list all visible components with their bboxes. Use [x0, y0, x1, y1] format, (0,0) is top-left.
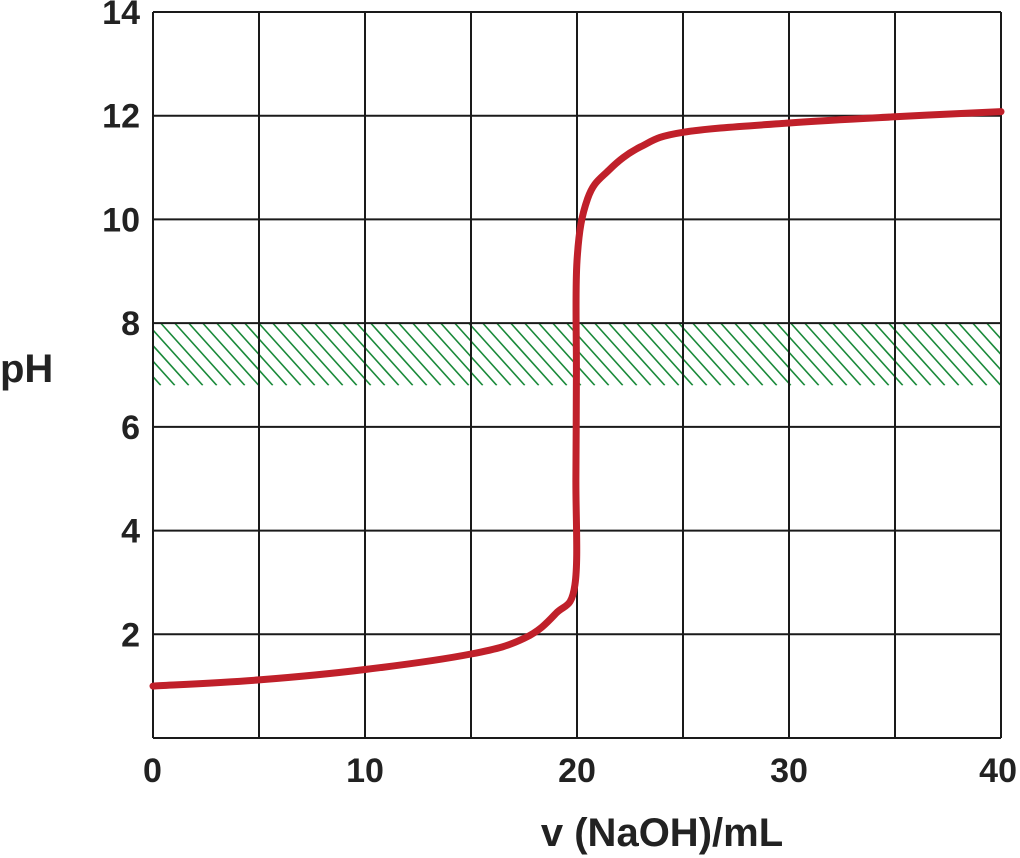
y-tick-labels: 2 4 6 8 10 12 14 [102, 0, 140, 654]
hatch-line [790, 323, 848, 386]
x-tick-labels: 0 10 20 30 40 [143, 752, 1017, 790]
hatch-line [706, 323, 764, 386]
hatch-line [818, 323, 876, 386]
hatch-line [594, 323, 652, 386]
titration-curve-line [149, 108, 1005, 690]
hatch-line [664, 323, 722, 386]
hatch-line [160, 323, 218, 386]
hatch-line [944, 323, 1001, 386]
x-tick-label: 10 [346, 752, 384, 790]
hatch-line [342, 323, 400, 386]
hatch-line [580, 323, 638, 386]
y-axis-label: pH [0, 347, 53, 391]
hatch-line [482, 323, 540, 386]
hatch-line [860, 323, 918, 386]
hatch-line [454, 323, 512, 386]
hatch-line [846, 323, 904, 386]
hatch-line [678, 323, 736, 386]
y-tick-label: 4 [121, 513, 140, 551]
hatch-line [748, 323, 806, 386]
x-tick-label: 0 [143, 752, 162, 790]
hatch-line [384, 323, 442, 386]
hatch-line [916, 323, 974, 386]
hatch-line [356, 323, 414, 386]
hatch-line [1000, 323, 1001, 325]
x-tick-label: 20 [558, 752, 596, 790]
hatch-line [986, 323, 1001, 341]
hatch-line [832, 323, 890, 386]
hatch-line [524, 323, 582, 386]
hatch-line [300, 323, 358, 386]
y-tick-label: 8 [121, 305, 140, 343]
y-tick-label: 2 [121, 616, 140, 654]
y-tick-label: 12 [102, 98, 140, 136]
hatch-line [762, 323, 820, 386]
hatch-line [370, 323, 428, 386]
hatch-line [202, 323, 260, 386]
hatch-line [153, 344, 190, 386]
hatch-line [286, 323, 344, 386]
hatch-line [174, 323, 232, 386]
hatch-line [412, 323, 470, 386]
hatch-line [720, 323, 778, 386]
hatch-line [902, 323, 960, 386]
hatch-line [216, 323, 274, 386]
hatch-line [972, 323, 1001, 356]
hatch-line [622, 323, 680, 386]
hatch-line [874, 323, 932, 386]
hatch-line [440, 323, 498, 386]
hatch-line [636, 323, 694, 386]
hatch-line [776, 323, 834, 386]
hatch-line [734, 323, 792, 386]
y-tick-label: 6 [121, 409, 140, 447]
hatch-line [930, 323, 988, 386]
hatch-line [328, 323, 386, 386]
grid [152, 11, 1002, 739]
hatch-line [804, 323, 862, 386]
x-axis-label: v (NaOH)/mL [541, 811, 783, 855]
hatch-line [692, 323, 750, 386]
x-tick-label: 30 [770, 752, 808, 790]
hatch-line [650, 323, 708, 386]
hatch-line [153, 359, 176, 386]
x-tick-label: 40 [979, 752, 1017, 790]
hatch-line [958, 323, 1001, 372]
hatch-line [552, 323, 610, 386]
series-layer [149, 108, 1005, 690]
hatch-line [188, 323, 246, 386]
hatch-line [153, 328, 204, 386]
hatched-band [153, 323, 1001, 386]
hatch-line [426, 323, 484, 386]
hatch-line [608, 323, 666, 386]
hatch-line [272, 323, 330, 386]
hatch-line [398, 323, 456, 386]
y-tick-label: 14 [102, 0, 140, 32]
hatch-line [496, 323, 554, 386]
hatch-line [510, 323, 568, 386]
y-tick-label: 10 [102, 201, 140, 239]
hatch-line [888, 323, 946, 386]
hatch-line [258, 323, 316, 386]
hatch-line [244, 323, 302, 386]
hatch-line [468, 323, 526, 386]
hatch-line [538, 323, 596, 386]
hatch-line [314, 323, 372, 386]
